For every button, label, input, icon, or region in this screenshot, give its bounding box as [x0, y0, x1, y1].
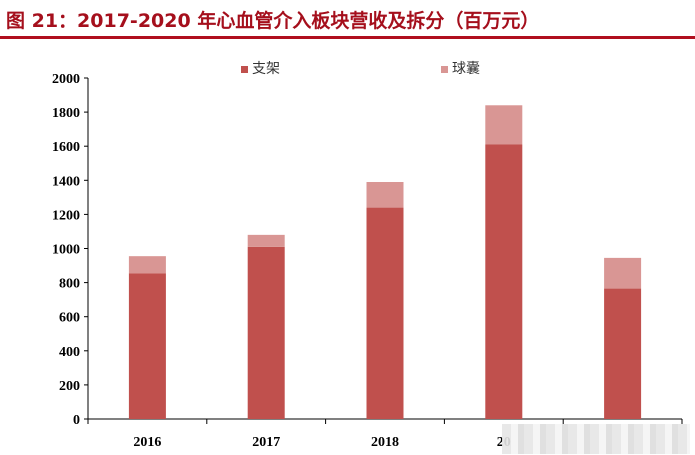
legend-label: 球囊: [452, 60, 480, 77]
chart-title: 图 21：2017-2020 年心血管介入板块营收及拆分（百万元）: [6, 10, 540, 32]
y-tick-label: 1400: [52, 174, 80, 189]
bar-balloon: [604, 257, 642, 289]
bar-balloon: [485, 105, 523, 145]
x-tick-label: 2017: [252, 435, 280, 450]
legend-swatch: [241, 66, 248, 73]
y-tick-label: 800: [59, 277, 80, 292]
watermark-blur: [502, 424, 690, 454]
y-tick-label: 200: [59, 379, 80, 394]
title-rule: [0, 36, 695, 39]
x-tick-label: 2016: [133, 435, 161, 450]
y-tick-label: 1000: [52, 243, 80, 258]
bar-balloon: [247, 234, 285, 247]
bar-stent: [485, 144, 523, 419]
bar-stent: [366, 207, 404, 419]
y-tick-label: 1600: [52, 140, 80, 155]
legend-swatch: [441, 66, 448, 73]
bar-stent: [128, 273, 166, 419]
y-tick-label: 1200: [52, 208, 80, 223]
bar-stent: [247, 246, 285, 419]
y-tick-label: 2000: [52, 72, 80, 87]
y-tick-label: 1800: [52, 106, 80, 121]
y-tick-label: 0: [73, 413, 80, 428]
y-tick-label: 400: [59, 345, 80, 360]
bar-stent: [604, 288, 642, 419]
legend-label: 支架: [252, 61, 280, 77]
x-tick-label: 2018: [371, 435, 399, 450]
bar-balloon: [128, 256, 166, 274]
bar-balloon: [366, 182, 404, 208]
y-tick-label: 600: [59, 311, 80, 326]
